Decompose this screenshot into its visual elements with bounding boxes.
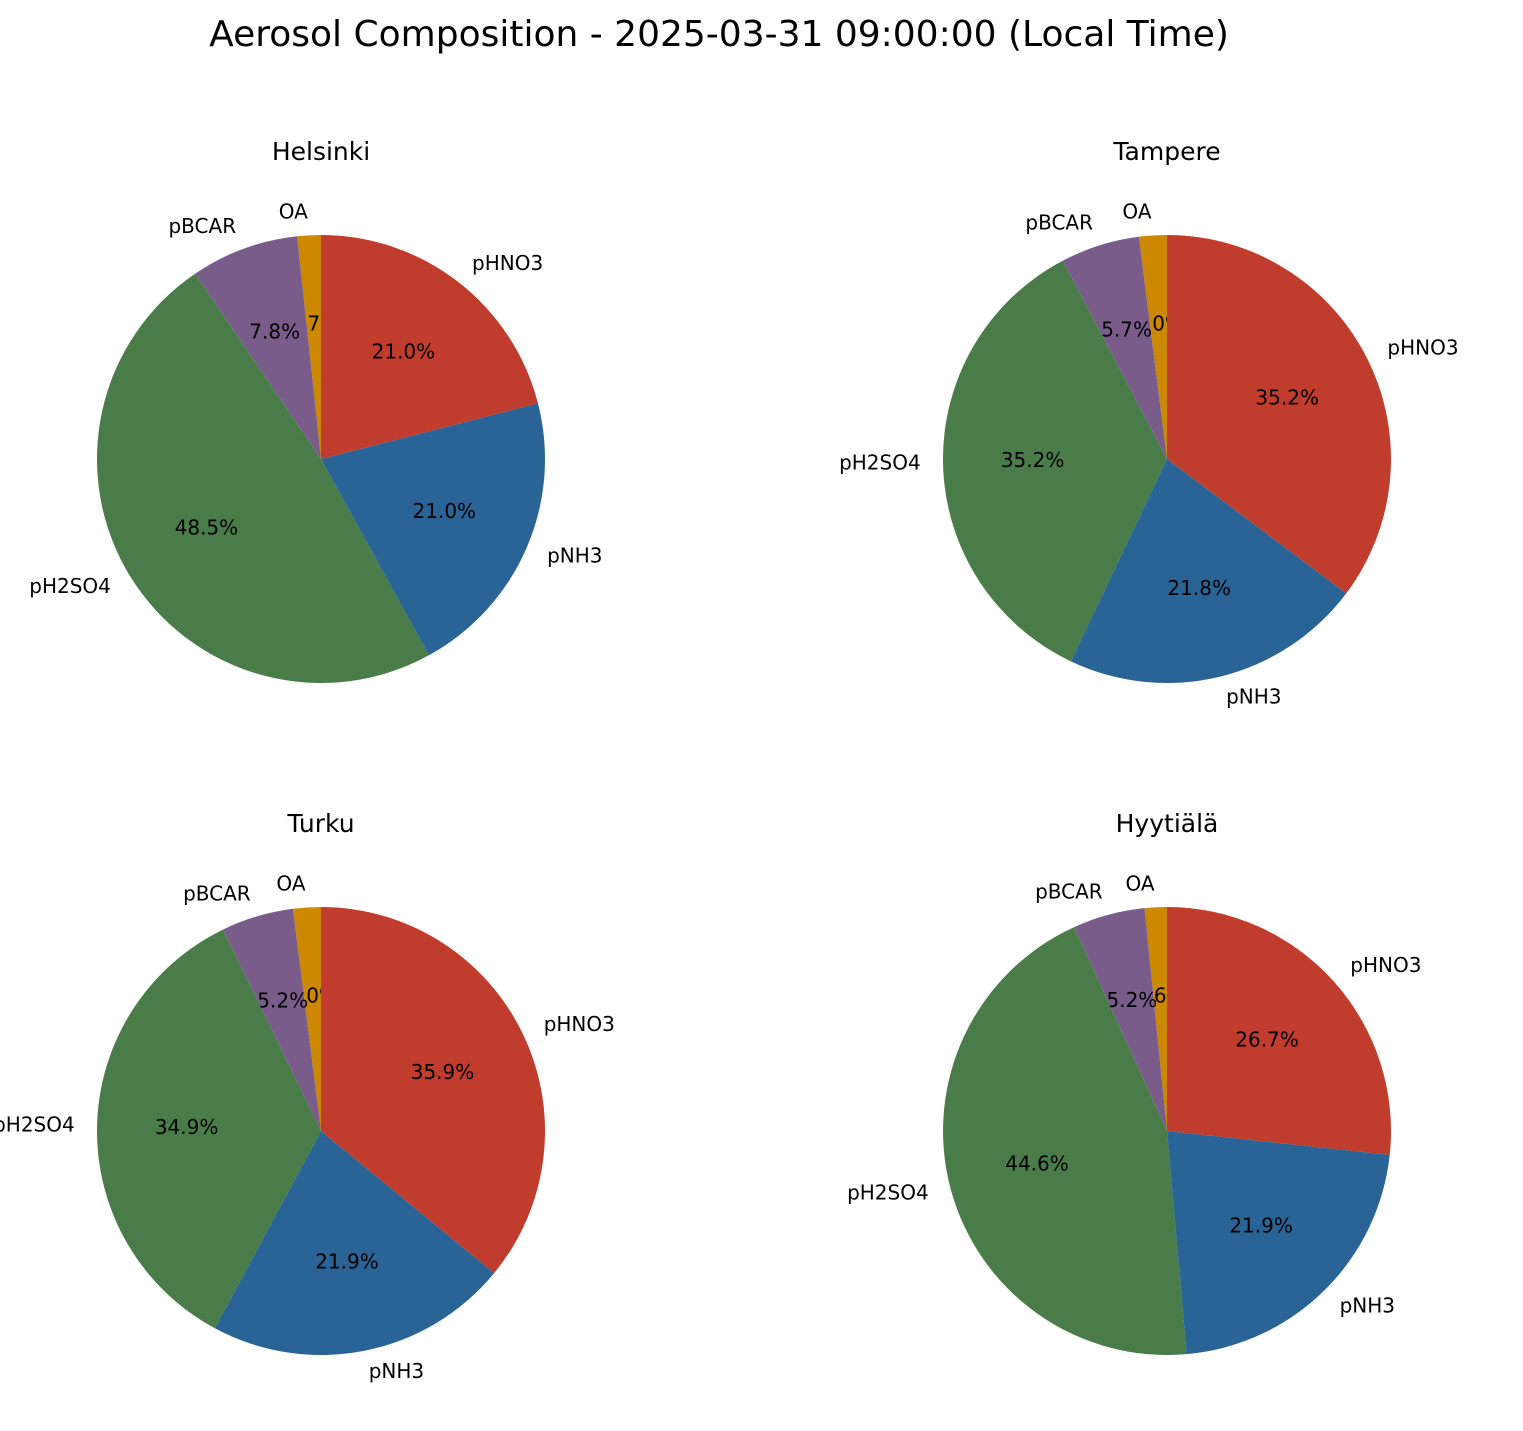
slice-percent-label: 44.6% bbox=[1005, 1152, 1069, 1176]
slice-category-label: pNH3 bbox=[1226, 685, 1281, 709]
pie-slice-pbcar bbox=[1062, 236, 1167, 459]
slice-category-label: pHNO3 bbox=[472, 251, 543, 275]
slice-category-label: pBCAR bbox=[183, 881, 251, 905]
pie-slice-ph2so4 bbox=[96, 273, 429, 684]
pie-title: Hyytiälä bbox=[1116, 809, 1219, 838]
figure-title: Aerosol Composition - 2025-03-31 09:00:0… bbox=[209, 14, 1229, 55]
slice-percent-label: 21.0% bbox=[372, 339, 436, 363]
slice-category-label: pH2SO4 bbox=[0, 1113, 75, 1137]
pie-slice-phno3 bbox=[321, 907, 546, 1274]
slice-percent-label: 35.9% bbox=[411, 1060, 475, 1084]
slice-percent-label: 21.8% bbox=[1167, 576, 1231, 600]
pie-slice-oa bbox=[1144, 907, 1167, 1131]
slice-category-label: pNH3 bbox=[547, 543, 602, 567]
pie-slice-ph2so4 bbox=[943, 927, 1187, 1355]
pie-slice-phno3 bbox=[1167, 907, 1391, 1155]
pie-slice-oa bbox=[292, 907, 321, 1131]
slice-category-label: OA bbox=[276, 872, 305, 896]
slice-percent-label: 35.2% bbox=[1001, 448, 1065, 472]
pie-title: Helsinki bbox=[272, 137, 370, 166]
slice-category-label: pBCAR bbox=[1025, 211, 1093, 235]
pie-helsinki: HelsinkiOA1.7%pBCAR7.8%pH2SO448.5%pNH321… bbox=[29, 137, 603, 684]
pie-title: Turku bbox=[286, 809, 354, 838]
slice-percent-label: 26.7% bbox=[1235, 1028, 1299, 1052]
slice-percent-label: 7.8% bbox=[249, 319, 300, 343]
slice-percent-label: 35.2% bbox=[1255, 385, 1319, 409]
slice-percent-label: 5.2% bbox=[257, 989, 308, 1013]
slice-percent-label: 48.5% bbox=[175, 516, 239, 540]
slice-category-label: pNH3 bbox=[369, 1359, 424, 1383]
slice-percent-label: 21.9% bbox=[1229, 1213, 1293, 1237]
slice-percent-label: 5.2% bbox=[1106, 988, 1157, 1012]
pie-slice-phno3 bbox=[1167, 235, 1391, 594]
slice-category-label: OA bbox=[1122, 200, 1151, 224]
slice-category-label: pNH3 bbox=[1340, 1293, 1395, 1317]
slice-category-label: pHNO3 bbox=[1387, 335, 1458, 359]
slice-category-label: pHNO3 bbox=[1350, 953, 1421, 977]
slice-percent-label: 5.7% bbox=[1101, 317, 1152, 341]
slice-category-label: pHNO3 bbox=[544, 1012, 615, 1036]
slice-category-label: OA bbox=[1126, 871, 1155, 895]
slice-category-label: pBCAR bbox=[1035, 880, 1103, 904]
pie-slice-pnh3 bbox=[1070, 459, 1347, 684]
pie-slice-pbcar bbox=[1074, 908, 1167, 1131]
slice-percent-label: 21.0% bbox=[413, 499, 477, 523]
pie-slice-oa bbox=[297, 235, 321, 459]
slice-category-label: OA bbox=[279, 200, 308, 224]
pie-slice-ph2so4 bbox=[942, 260, 1167, 662]
pie-slice-ph2so4 bbox=[96, 929, 321, 1329]
slice-percent-label: 34.9% bbox=[155, 1115, 219, 1139]
slice-category-label: pH2SO4 bbox=[847, 1180, 929, 1204]
pie-slice-pnh3 bbox=[1167, 1131, 1390, 1355]
slice-category-label: pBCAR bbox=[168, 214, 236, 238]
pie-slice-pnh3 bbox=[321, 403, 545, 656]
pie-hyytiala: HyytiäläOA1.6%pBCAR5.2%pH2SO444.6%pNH321… bbox=[847, 809, 1421, 1355]
slice-category-label: pH2SO4 bbox=[29, 574, 111, 598]
pie-slice-pbcar bbox=[222, 908, 321, 1131]
slice-category-label: pH2SO4 bbox=[839, 451, 921, 475]
pie-slice-pbcar bbox=[195, 236, 321, 459]
pie-slice-phno3 bbox=[321, 235, 538, 459]
pie-slice-pnh3 bbox=[214, 1131, 495, 1356]
pie-title: Tampere bbox=[1112, 137, 1220, 166]
slice-percent-label: 21.9% bbox=[315, 1249, 379, 1273]
pie-slice-oa bbox=[1138, 235, 1167, 459]
